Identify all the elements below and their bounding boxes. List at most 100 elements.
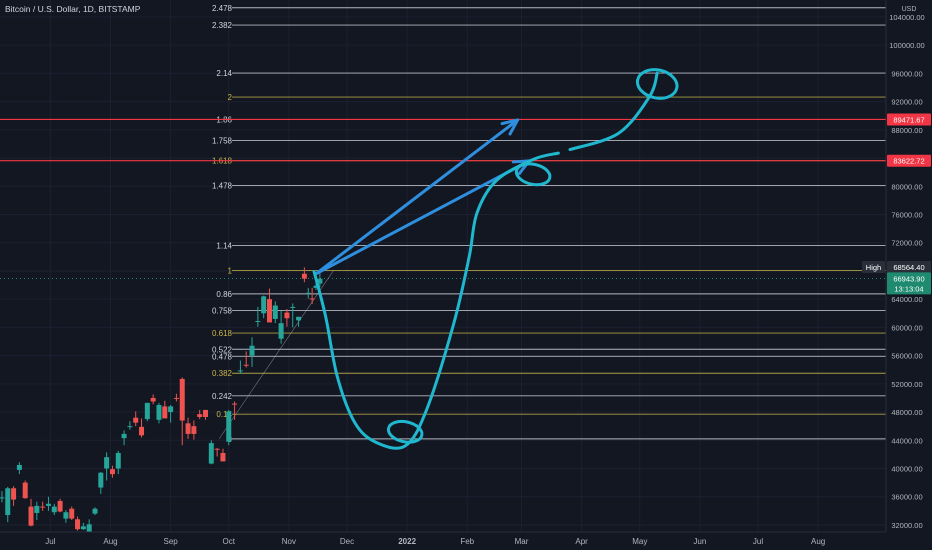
- fib-level-label: 2: [228, 93, 233, 102]
- price-line-badge: [887, 113, 931, 126]
- symbol-title: Bitcoin / U.S. Dollar, 1D, BITSTAMP: [5, 4, 141, 14]
- time-tick-label: Oct: [223, 537, 236, 546]
- price-tick-label: 64000.00: [891, 295, 922, 304]
- projection-path: [312, 151, 560, 450]
- candle-down: [57, 500, 63, 512]
- price-axis[interactable]: 104000.00 100000.00 96000.00 92000.00 88000.…: [889, 13, 924, 530]
- fib-level-label: 1.478: [212, 182, 233, 191]
- candle-down: [220, 452, 226, 462]
- candle-up: [127, 426, 133, 428]
- fib-level-label: 0.478: [212, 352, 233, 361]
- price-tick-label: 36000.00: [891, 493, 922, 502]
- candle-down: [309, 298, 315, 300]
- loop-top: [635, 68, 679, 100]
- price-line-badge: [887, 154, 931, 167]
- time-tick-label: Jul: [45, 537, 55, 546]
- candle-down: [243, 364, 249, 366]
- fib-level-label: 2.14: [216, 69, 232, 78]
- fib-level-label: 1.758: [212, 136, 233, 145]
- candle-up: [296, 316, 302, 321]
- fib-level-label: 0.382: [212, 369, 233, 378]
- candle-down: [133, 417, 139, 423]
- candle-up: [5, 488, 11, 516]
- candle-up: [261, 296, 267, 314]
- price-tick-label: 104000.00: [889, 13, 924, 22]
- candle-up: [121, 433, 127, 439]
- high-price-badge-label: 68564.40: [893, 263, 924, 272]
- candle-up: [156, 404, 162, 420]
- candle-up: [98, 472, 104, 488]
- time-tick-label: Dec: [340, 537, 354, 546]
- fib-level-label: 0.758: [212, 306, 233, 315]
- time-tick-label: Aug: [811, 537, 825, 546]
- fib-level-label: 0.522: [212, 345, 233, 354]
- candle-down: [28, 506, 34, 526]
- candle-up: [208, 443, 214, 464]
- price-line-badge-label: 83622.72: [893, 157, 924, 166]
- price-tick-label: 72000.00: [891, 239, 922, 248]
- candle-up: [34, 505, 40, 513]
- price-tick-label: 100000.00: [889, 41, 924, 50]
- candle-up: [115, 452, 121, 469]
- candle-up: [168, 406, 174, 413]
- price-tick-label: 80000.00: [891, 182, 922, 191]
- countdown-label: 13:13:04: [894, 284, 923, 293]
- candle-down: [40, 506, 46, 508]
- candle-up: [45, 503, 51, 506]
- candle-up: [305, 292, 311, 294]
- price-tick-label: 40000.00: [891, 464, 922, 473]
- time-tick-label: Nov: [282, 537, 296, 546]
- time-axis[interactable]: Jul Aug Sep Oct Nov Dec 2022 Feb Mar Apr May Jun Jul…: [45, 537, 825, 546]
- horizontal-price-lines[interactable]: [0, 118, 886, 279]
- price-line-badge-label: 89471.67: [893, 115, 924, 124]
- candle-up: [290, 306, 296, 308]
- time-tick-label: Aug: [103, 537, 117, 546]
- time-tick-label: May: [632, 537, 647, 546]
- candle-up: [237, 370, 243, 372]
- projection-extension: [568, 71, 659, 152]
- candle-down: [232, 403, 238, 405]
- fib-level-label: 0.86: [216, 290, 232, 299]
- candle-down: [69, 508, 75, 519]
- price-badges: 89471.67 83622.72 68564.40 High 66943.9013:1…: [862, 113, 931, 295]
- candle-up: [80, 526, 86, 530]
- candle-down: [11, 488, 17, 500]
- candle-up: [16, 464, 22, 470]
- price-tick-label: 44000.00: [891, 436, 922, 445]
- candle-up: [104, 457, 110, 469]
- fib-level-label: 2.478: [212, 4, 233, 13]
- candle-down: [185, 423, 191, 434]
- candle-down: [214, 448, 220, 450]
- arrow-upper-shaft: [314, 118, 520, 276]
- time-axis-panel[interactable]: [0, 532, 886, 550]
- candle-up: [226, 411, 232, 442]
- candle-up: [0, 497, 5, 499]
- candle-down: [266, 299, 272, 323]
- candle-down: [162, 406, 168, 419]
- hand-drawings[interactable]: [312, 66, 680, 450]
- loop-mid: [514, 162, 552, 187]
- price-tick-label: 88000.00: [891, 126, 922, 135]
- last-price-badge: [887, 272, 931, 295]
- candle-up: [313, 285, 319, 288]
- arrow-upper-head: [500, 118, 520, 136]
- candle-down: [284, 312, 290, 319]
- high-tag-badge: [862, 260, 885, 273]
- candle-up: [92, 508, 98, 514]
- time-tick-label: Jul: [753, 537, 763, 546]
- candle-up: [63, 512, 69, 519]
- price-tick-label: 52000.00: [891, 380, 922, 389]
- arrow-lower-shaft: [314, 159, 531, 276]
- candle-down: [150, 397, 156, 402]
- price-tick-label: 76000.00: [891, 210, 922, 219]
- candle-up: [317, 278, 323, 284]
- price-tick-label: 48000.00: [891, 408, 922, 417]
- last-price-badge-label: 66943.90: [893, 274, 924, 283]
- price-tick-label: 92000.00: [891, 98, 922, 107]
- candle-down: [203, 409, 209, 417]
- time-tick-label: Mar: [515, 537, 529, 546]
- price-tick-label: 32000.00: [891, 521, 922, 530]
- candle-up: [249, 345, 255, 356]
- candle-down: [109, 469, 115, 475]
